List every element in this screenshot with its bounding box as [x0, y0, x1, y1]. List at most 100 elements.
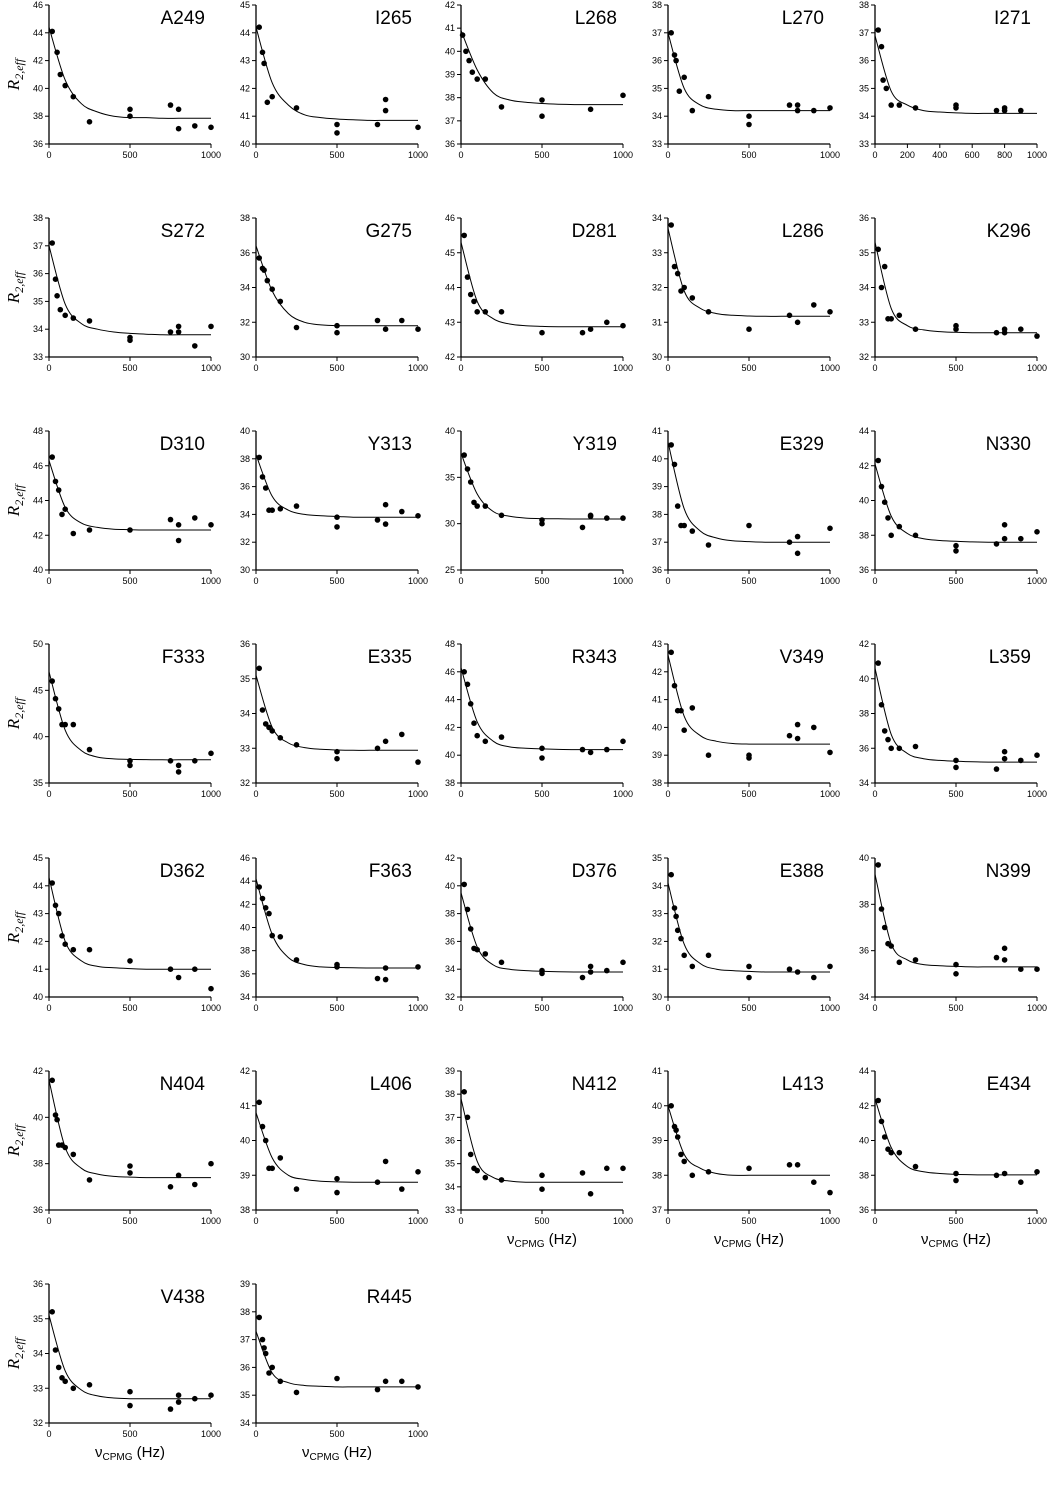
y-tick-label: 44 [859, 426, 869, 436]
panel-title: S272 [161, 221, 205, 242]
data-point [374, 975, 381, 982]
y-tick-label: 39 [445, 70, 455, 80]
data-point [277, 298, 284, 305]
y-tick-label: 37 [859, 28, 869, 38]
y-tick-label: 34 [240, 283, 250, 293]
x-tick-label: 0 [253, 363, 258, 373]
fit-curve [460, 30, 623, 106]
data-point [293, 1186, 300, 1192]
data-point [293, 105, 300, 111]
y-tick-label: 38 [240, 213, 250, 223]
fit-curve [48, 460, 211, 531]
data-point [70, 93, 77, 100]
data-point [604, 746, 610, 753]
data-point [811, 302, 817, 308]
y-tick-label: 40 [859, 674, 869, 684]
y-tick-label: 40 [652, 1101, 662, 1111]
y-axis-label-sub: 2,eff [12, 910, 26, 933]
data-point [52, 695, 59, 702]
data-point [620, 515, 626, 521]
data-point [175, 1392, 182, 1398]
x-tick-label: 1000 [820, 576, 840, 586]
data-point [878, 1118, 885, 1125]
panel-title: Y319 [573, 434, 617, 455]
panel-y313: 30 32 34 36 38 40 0 500 1000 Y313 [240, 426, 428, 586]
data-point [953, 961, 959, 968]
data-point [811, 107, 817, 114]
panel-title: E335 [368, 647, 412, 668]
data-point [587, 512, 594, 519]
x-tick-label: 500 [948, 576, 963, 586]
fit-curve [667, 882, 830, 973]
x-tick-label: 0 [872, 363, 877, 373]
data-point [208, 750, 214, 757]
y-tick-label: 41 [652, 426, 662, 436]
y-tick-label: 25 [445, 565, 455, 575]
y-tick-label: 36 [240, 248, 250, 258]
y-tick-label: 36 [33, 269, 43, 279]
data-point [689, 1172, 696, 1179]
y-axis-label-main: R [4, 718, 23, 730]
data-point [269, 932, 276, 939]
panel-d281: 42 43 44 45 46 0 500 1000 D281 [445, 213, 633, 373]
y-tick-label: 38 [240, 454, 250, 464]
data-point [256, 24, 263, 31]
data-point [52, 902, 59, 909]
data-point [175, 329, 182, 335]
data-point [86, 527, 93, 533]
data-point [262, 721, 269, 727]
data-point [62, 1378, 68, 1385]
data-point [786, 966, 793, 972]
data-point [827, 1189, 833, 1196]
data-point [673, 1127, 679, 1133]
data-point [334, 322, 340, 329]
x-tick-label: 1000 [1027, 363, 1047, 373]
data-point [794, 319, 801, 326]
x-axis-label-unit: (Hz) [340, 1444, 373, 1461]
data-point [881, 924, 888, 931]
y-tick-label: 38 [859, 0, 869, 10]
data-point [878, 43, 885, 50]
y-tick-label: 38 [240, 1307, 250, 1317]
data-point [620, 959, 626, 966]
y-tick-label: 36 [652, 565, 662, 575]
data-point [55, 487, 62, 493]
data-point [175, 1172, 182, 1179]
data-point [259, 1123, 266, 1130]
data-point [293, 503, 300, 509]
y-tick-label: 36 [33, 1279, 43, 1289]
data-point [896, 959, 903, 966]
y-tick-label: 34 [652, 881, 662, 891]
y-tick-label: 40 [240, 1136, 250, 1146]
data-point [175, 762, 182, 769]
data-point [293, 957, 300, 963]
y-axis-label: R2,eff [4, 910, 26, 944]
data-point [262, 1137, 269, 1144]
data-point [127, 1163, 133, 1169]
data-point [539, 1186, 545, 1192]
x-tick-label: 500 [122, 363, 137, 373]
data-point [604, 319, 610, 326]
data-point [277, 1378, 284, 1385]
data-point [49, 678, 55, 684]
panel-title: R445 [367, 1287, 412, 1308]
y-tick-label: 48 [33, 426, 43, 436]
x-tick-label: 0 [253, 150, 258, 160]
y-tick-label: 42 [859, 461, 869, 471]
data-point [674, 1134, 681, 1140]
data-point [953, 105, 959, 111]
data-point [127, 1170, 133, 1176]
data-point [875, 27, 881, 33]
data-point [49, 28, 55, 35]
panel-title: D362 [160, 861, 205, 882]
x-tick-label: 500 [948, 1216, 963, 1226]
y-tick-label: 42 [445, 352, 455, 362]
y-tick-label: 45 [240, 0, 250, 10]
data-point [539, 520, 545, 527]
data-point [269, 93, 276, 100]
x-tick-label: 1000 [201, 1003, 221, 1013]
data-point [676, 88, 683, 94]
data-point [746, 326, 752, 333]
x-tick-label: 0 [458, 576, 463, 586]
y-tick-label: 36 [859, 1205, 869, 1215]
